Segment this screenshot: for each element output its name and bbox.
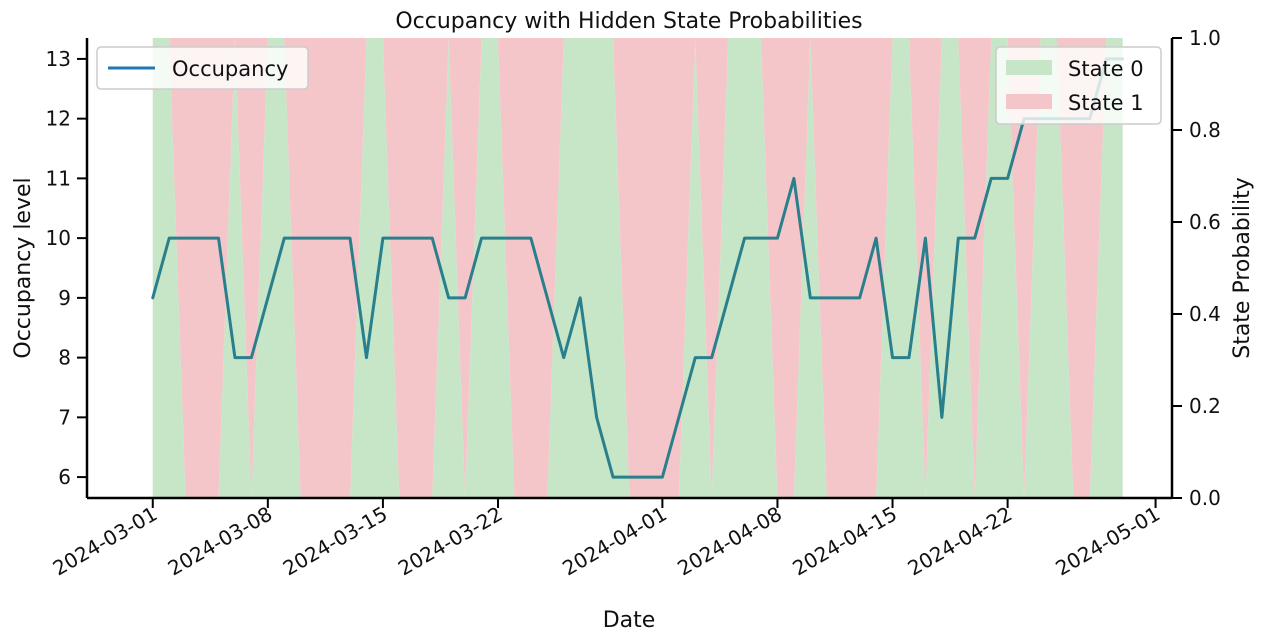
legend-occupancy-label: Occupancy <box>172 57 288 81</box>
x-tick-label: 2024-03-01 <box>49 502 162 581</box>
legend-state1-label: State 1 <box>1068 91 1144 115</box>
legend-state0-swatch <box>1006 60 1052 75</box>
y2-tick-label: 0.6 <box>1189 210 1221 234</box>
occupancy-legend: Occupancy <box>96 46 309 90</box>
state0-band <box>152 38 1123 498</box>
occupancy-legend-box <box>96 46 309 90</box>
y-tick-label: 6 <box>58 465 71 489</box>
y-axis-label: Occupancy level <box>11 177 36 358</box>
y-tick-label: 7 <box>58 405 71 429</box>
x-tick-label: 2024-04-22 <box>903 502 1016 581</box>
y-tick-label: 8 <box>58 346 71 370</box>
x-tick-label: 2024-04-08 <box>673 502 786 581</box>
y-tick-label: 11 <box>46 166 71 190</box>
x-tick-label: 2024-03-08 <box>164 502 277 581</box>
legend-state0-label: State 0 <box>1068 57 1144 81</box>
x-tick-label: 2024-05-01 <box>1051 502 1164 581</box>
y-tick-label: 13 <box>46 47 71 71</box>
y2-tick-label: 0.2 <box>1189 394 1221 418</box>
y-tick-label: 10 <box>46 226 71 250</box>
y2-tick-label: 0.0 <box>1189 486 1221 510</box>
x-axis-label: Date <box>603 608 656 633</box>
x-tick-label: 2024-04-01 <box>558 502 671 581</box>
y2-axis-label: State Probability <box>1230 177 1255 359</box>
occupancy-line-layer <box>151 57 1125 479</box>
y-tick-label: 9 <box>58 286 71 310</box>
legend-state1-swatch <box>1006 94 1052 109</box>
state-bands <box>152 38 1123 498</box>
x-tick-label: 2024-03-22 <box>394 502 507 581</box>
chart-title: Occupancy with Hidden State Probabilitie… <box>395 9 862 34</box>
state-legend: State 0 State 1 <box>995 46 1162 125</box>
x-tick-label: 2024-03-15 <box>279 502 392 581</box>
x-tick-label: 2024-04-15 <box>788 502 901 581</box>
y2-tick-label: 0.4 <box>1189 302 1221 326</box>
y-tick-label: 12 <box>46 107 71 131</box>
state1-band <box>152 38 1123 498</box>
occupancy-line <box>151 57 1125 479</box>
y2-tick-label: 0.8 <box>1189 118 1221 142</box>
y2-tick-label: 1.0 <box>1189 26 1221 50</box>
